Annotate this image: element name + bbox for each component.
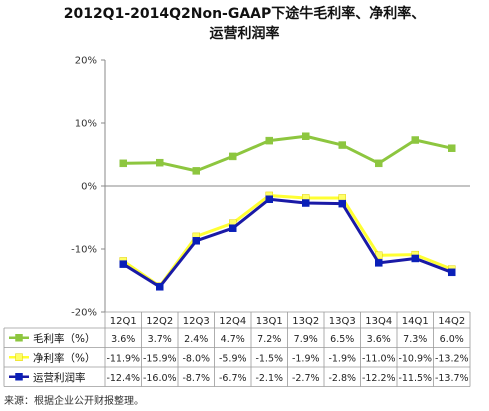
legend-key-marker (15, 373, 23, 381)
data-label: -1.5% (255, 353, 283, 364)
data-label: -8.0% (182, 353, 210, 364)
data-point (229, 224, 237, 232)
data-label: 7.9% (294, 334, 318, 345)
x-tick-label: 14Q1 (402, 316, 429, 327)
data-point (192, 237, 200, 245)
data-label: 6.5% (330, 334, 354, 345)
series-line (122, 193, 453, 288)
data-label: 6.0% (440, 334, 464, 345)
data-label: -10.9% (398, 353, 432, 364)
data-point (375, 159, 383, 168)
series-3 (119, 195, 456, 291)
data-label: -12.4% (106, 373, 140, 384)
data-point (338, 199, 346, 208)
data-point (265, 195, 273, 203)
chart-title: 2012Q1-2014Q2Non-GAAP下途牛毛利率、净利率、 运营利润率 (0, 4, 489, 44)
data-point (156, 158, 164, 167)
data-point (448, 268, 456, 277)
data-label: 3.6% (111, 334, 135, 345)
data-point (375, 259, 383, 267)
data-label: 7.2% (257, 334, 281, 345)
x-tick-label: 13Q4 (365, 316, 392, 327)
data-point (265, 136, 273, 145)
x-tick-label: 12Q3 (183, 316, 210, 327)
data-point (119, 260, 127, 268)
data-label: -6.7% (219, 373, 247, 384)
series-1 (119, 132, 456, 175)
data-point (411, 254, 419, 263)
data-label: -8.7% (182, 373, 210, 384)
x-tick-label: 13Q2 (292, 316, 319, 327)
data-label: -2.7% (292, 373, 320, 384)
y-tick-label: 10% (75, 119, 97, 130)
data-label: 7.3% (403, 334, 427, 345)
data-label: 3.7% (148, 334, 172, 345)
data-label: -13.2% (435, 353, 469, 364)
x-tick-label: 12Q1 (110, 316, 137, 327)
legend-label: 毛利率（%） (33, 332, 95, 345)
y-tick-label: -10% (71, 245, 97, 256)
data-point (302, 199, 310, 207)
data-point (302, 132, 310, 140)
y-tick-label: 20% (75, 56, 97, 67)
legend-key-marker (15, 334, 23, 342)
data-label: -12.2% (362, 373, 396, 384)
legend-label: 运营利润率 (33, 371, 86, 384)
x-tick-label: 12Q2 (146, 316, 173, 327)
data-point (156, 283, 164, 291)
legend-label: 净利率（%） (33, 351, 95, 364)
x-tick-label: 12Q4 (219, 316, 246, 327)
data-label: -11.9% (106, 353, 140, 364)
data-label: -2.8% (328, 373, 356, 384)
series-line (123, 134, 453, 173)
chart-title-line-2: 运营利润率 (209, 26, 280, 42)
x-tick-label: 14Q2 (438, 316, 465, 327)
data-point (338, 141, 346, 149)
data-point (411, 136, 419, 144)
data-label: -2.1% (255, 373, 283, 384)
chart-title-line-1: 2012Q1-2014Q2Non-GAAP下途牛毛利率、净利率、 (63, 6, 426, 22)
data-label: -13.7% (435, 373, 469, 384)
data-label: -5.9% (219, 353, 247, 364)
source-note: 来源：根据企业公开财报整理。 (4, 396, 144, 407)
x-tick-label: 13Q3 (329, 316, 356, 327)
y-tick-label: -20% (71, 308, 97, 319)
data-label: 2.4% (184, 334, 208, 345)
data-label: -1.9% (328, 353, 356, 364)
legend-key-marker (15, 353, 23, 361)
data-point (448, 144, 456, 152)
data-point (192, 167, 200, 175)
data-point (119, 159, 127, 168)
data-label: 4.7% (221, 334, 245, 345)
data-label: -1.9% (292, 353, 320, 364)
x-tick-label: 13Q1 (256, 316, 283, 327)
data-label: 3.6% (367, 334, 391, 345)
data-label: -15.9% (143, 353, 177, 364)
data-label: -11.5% (398, 373, 432, 384)
y-tick-label: 0% (81, 182, 97, 193)
data-label: -11.0% (362, 353, 396, 364)
data-point (229, 152, 237, 161)
series-line (122, 197, 453, 289)
data-label: -16.0% (143, 373, 177, 384)
